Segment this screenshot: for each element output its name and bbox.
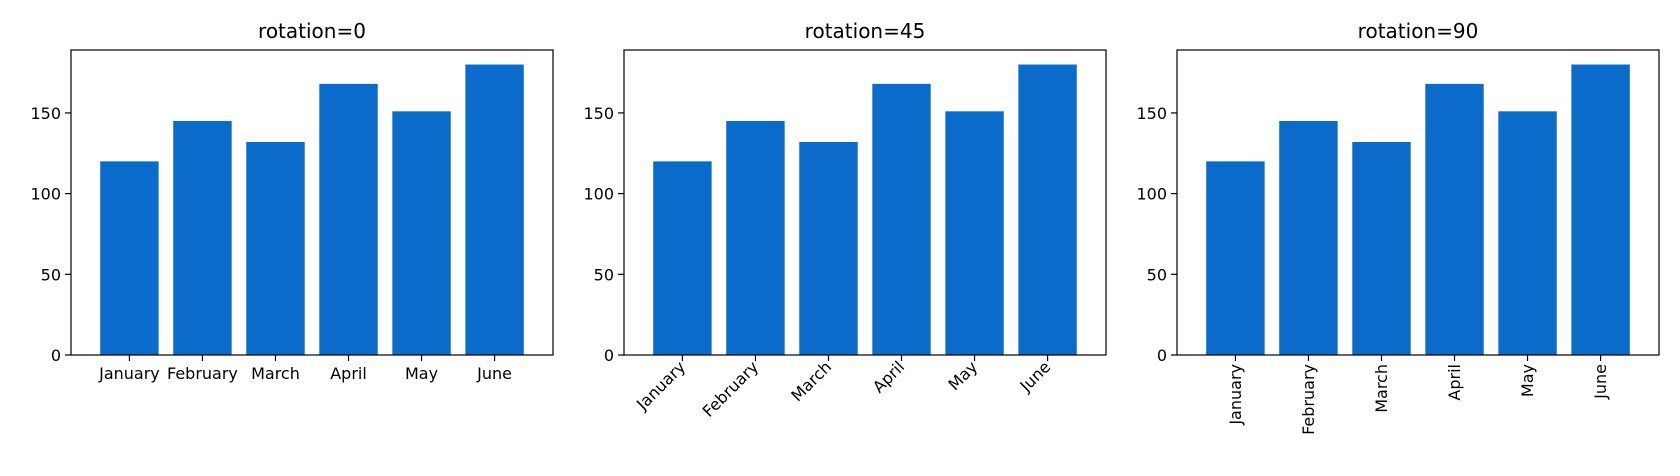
x-tick-label: April: [869, 357, 908, 396]
x-tick-label: January: [632, 357, 689, 414]
bar-january: [100, 161, 159, 355]
x-tick-label: February: [699, 357, 763, 421]
x-tick-label: May: [944, 357, 981, 394]
y-tick-label: 50: [1147, 265, 1167, 284]
bar-april: [1425, 83, 1484, 355]
x-tick-label: February: [167, 364, 238, 383]
y-tick-label: 50: [41, 265, 61, 284]
x-tick-label: January: [1226, 364, 1245, 426]
chart-panel-rotation-0: rotation=0 0 50 100 150 January February March…: [30, 19, 554, 383]
bar-june: [1571, 64, 1630, 356]
bar-march: [246, 141, 305, 355]
x-tick-label: June: [476, 364, 512, 383]
x-tick-label: March: [251, 364, 300, 383]
bar-march: [799, 141, 858, 355]
x-tick-label: May: [1518, 364, 1537, 397]
chart-panel-rotation-45: rotation=45 0 50 100 150 January February Marc…: [583, 19, 1107, 421]
chart-title: rotation=45: [805, 19, 926, 43]
x-tick-label: April: [330, 364, 367, 383]
bar-june: [1018, 64, 1077, 356]
x-tick-label: April: [1445, 364, 1464, 401]
x-tick-label: June: [1591, 364, 1610, 400]
x-tick-label: January: [98, 364, 160, 383]
bar-may: [1498, 111, 1557, 355]
bar-january: [1206, 161, 1265, 355]
bar-february: [173, 121, 232, 355]
x-tick-label: March: [787, 357, 835, 405]
y-tick-label: 100: [30, 185, 61, 204]
bar-february: [1279, 121, 1338, 355]
y-tick-label: 150: [583, 104, 614, 123]
bar-february: [726, 121, 785, 355]
y-tick-label: 100: [583, 185, 614, 204]
chart-title: rotation=0: [258, 19, 366, 43]
bar-march: [1352, 141, 1411, 355]
bar-may: [392, 111, 451, 355]
bar-january: [653, 161, 712, 355]
x-tick-label: February: [1299, 364, 1318, 435]
bar-april: [872, 83, 931, 355]
y-tick-label: 100: [1136, 185, 1167, 204]
y-tick-label: 50: [594, 265, 614, 284]
x-tick-label: March: [1372, 364, 1391, 413]
y-tick-label: 0: [604, 346, 614, 365]
x-tick-label: May: [405, 364, 438, 383]
y-tick-label: 0: [1157, 346, 1167, 365]
chart-panel-rotation-90: rotation=90 0 50 100 150 January February Marc…: [1136, 19, 1660, 435]
bar-april: [319, 83, 378, 355]
bar-may: [945, 111, 1004, 355]
y-tick-label: 150: [30, 104, 61, 123]
y-tick-label: 0: [51, 346, 61, 365]
y-tick-label: 150: [1136, 104, 1167, 123]
bar-june: [465, 64, 524, 356]
chart-title: rotation=90: [1358, 19, 1479, 43]
axes-frame: [623, 49, 1107, 356]
axes-frame: [1176, 49, 1660, 356]
axes-frame: [70, 49, 554, 356]
x-tick-label: June: [1016, 357, 1055, 396]
